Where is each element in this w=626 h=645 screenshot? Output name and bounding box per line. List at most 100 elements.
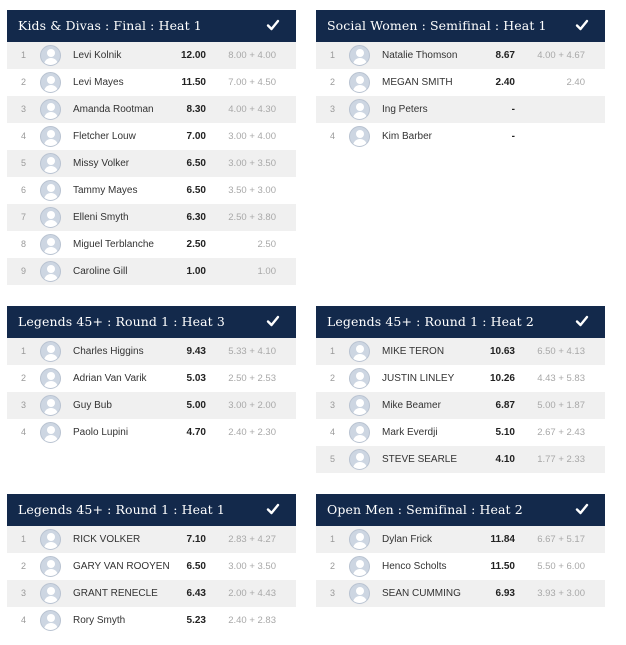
surfer-name[interactable]: Charles Higgins: [73, 346, 144, 357]
result-row[interactable]: 2 JUSTIN LINLEY 10.26 4.43 + 5.83: [316, 365, 605, 392]
surfer-name[interactable]: JUSTIN LINLEY: [382, 373, 455, 384]
total-score: 9.43: [186, 346, 206, 357]
total-score: 2.40: [495, 77, 515, 88]
total-score: 5.03: [186, 373, 206, 384]
wave-scores: 2.50: [257, 239, 277, 250]
surfer-name[interactable]: Levi Kolnik: [73, 50, 122, 61]
check-icon[interactable]: [575, 17, 589, 33]
check-icon[interactable]: [575, 313, 589, 329]
surfer-name[interactable]: Rory Smyth: [73, 615, 126, 626]
surfer-name[interactable]: Dylan Frick: [382, 534, 433, 545]
total-score: 5.23: [186, 615, 206, 626]
check-icon[interactable]: [266, 313, 280, 329]
result-row[interactable]: 3 Mike Beamer 6.87 5.00 + 1.87: [316, 392, 605, 419]
heat-header[interactable]: Legends 45+ : Round 1 : Heat 2: [316, 306, 605, 338]
wave-scores: 6.50 + 4.13: [537, 346, 585, 357]
surfer-name[interactable]: RICK VOLKER: [73, 534, 141, 545]
result-row[interactable]: 3 Amanda Rootman 8.30 4.00 + 4.30: [7, 96, 296, 123]
result-row[interactable]: 1 MIKE TERON 10.63 6.50 + 4.13: [316, 338, 605, 365]
result-row[interactable]: 4 Mark Everdji 5.10 2.67 + 2.43: [316, 419, 605, 446]
heat-header[interactable]: Kids & Divas : Final : Heat 1: [7, 10, 296, 42]
wave-scores: 2.83 + 4.27: [228, 534, 276, 545]
surfer-name[interactable]: Mark Everdji: [382, 427, 438, 438]
wave-scores: 2.50 + 2.53: [228, 373, 276, 384]
surfer-name[interactable]: Ing Peters: [382, 104, 428, 115]
check-icon[interactable]: [575, 501, 589, 517]
surfer-name[interactable]: Caroline Gill: [73, 266, 128, 277]
surfer-name[interactable]: Elleni Smyth: [73, 212, 129, 223]
result-row[interactable]: 8 Miguel Terblanche 2.50 2.50: [7, 231, 296, 258]
result-row[interactable]: 5 Missy Volker 6.50 3.00 + 3.50: [7, 150, 296, 177]
result-row[interactable]: 4 Rory Smyth 5.23 2.40 + 2.83: [7, 607, 296, 634]
surfer-name[interactable]: GRANT RENECLE: [73, 588, 158, 599]
total-score: 4.10: [495, 454, 515, 465]
user-avatar-icon: [349, 395, 370, 416]
surfer-name[interactable]: MIKE TERON: [382, 346, 445, 357]
result-row[interactable]: 1 Natalie Thomson 8.67 4.00 + 4.67: [316, 42, 605, 69]
surfer-name[interactable]: Paolo Lupini: [73, 427, 129, 438]
total-score: 6.50: [186, 158, 206, 169]
user-avatar-icon: [40, 610, 61, 631]
result-row[interactable]: 4 Fletcher Louw 7.00 3.00 + 4.00: [7, 123, 296, 150]
total-score: 11.50: [181, 77, 206, 88]
heat-header[interactable]: Legends 45+ : Round 1 : Heat 1: [7, 494, 296, 526]
surfer-name[interactable]: GARY VAN ROOYEN: [73, 561, 170, 572]
user-avatar-icon: [40, 556, 61, 577]
result-row[interactable]: 5 STEVE SEARLE 4.10 1.77 + 2.33: [316, 446, 605, 473]
result-row[interactable]: 6 Tammy Mayes 6.50 3.50 + 3.00: [7, 177, 296, 204]
result-row[interactable]: 3 GRANT RENECLE 6.43 2.00 + 4.43: [7, 580, 296, 607]
surfer-name[interactable]: Missy Volker: [73, 158, 130, 169]
heat-rows: 1 RICK VOLKER 7.10 2.83 + 4.27 2 GARY VAN ROO…: [7, 526, 296, 634]
wave-scores: 3.00 + 2.00: [228, 400, 276, 411]
result-row[interactable]: 3 Ing Peters -: [316, 96, 605, 123]
heat-header[interactable]: Legends 45+ : Round 1 : Heat 3: [7, 306, 296, 338]
result-row[interactable]: 1 Levi Kolnik 12.00 8.00 + 4.00: [7, 42, 296, 69]
position: 4: [329, 131, 335, 141]
heat-rows: 1 Levi Kolnik 12.00 8.00 + 4.00 2 Levi Mayes 1…: [7, 42, 296, 285]
result-row[interactable]: 9 Caroline Gill 1.00 1.00: [7, 258, 296, 285]
result-row[interactable]: 4 Kim Barber -: [316, 123, 605, 150]
result-row[interactable]: 1 Dylan Frick 11.84 6.67 + 5.17: [316, 526, 605, 553]
surfer-name[interactable]: Levi Mayes: [73, 77, 124, 88]
result-row[interactable]: 2 GARY VAN ROOYEN 6.50 3.00 + 3.50: [7, 553, 296, 580]
result-row[interactable]: 1 Charles Higgins 9.43 5.33 + 4.10: [7, 338, 296, 365]
total-score: -: [511, 131, 515, 142]
surfer-name[interactable]: Henco Scholts: [382, 561, 447, 572]
check-icon[interactable]: [266, 17, 280, 33]
surfer-name[interactable]: MEGAN SMITH: [382, 77, 453, 88]
surfer-name[interactable]: Guy Bub: [73, 400, 112, 411]
result-row[interactable]: 2 Levi Mayes 11.50 7.00 + 4.50: [7, 69, 296, 96]
heat-card: Legends 45+ : Round 1 : Heat 3 1 Charles …: [7, 306, 296, 446]
result-row[interactable]: 3 SEAN CUMMING 6.93 3.93 + 3.00: [316, 580, 605, 607]
surfer-name[interactable]: Natalie Thomson: [382, 50, 458, 61]
result-row[interactable]: 2 Adrian Van Varik 5.03 2.50 + 2.53: [7, 365, 296, 392]
heat-header[interactable]: Open Men : Semifinal : Heat 2: [316, 494, 605, 526]
heat-card: Open Men : Semifinal : Heat 2 1 Dylan Fri…: [316, 494, 605, 607]
total-score: 6.50: [186, 185, 206, 196]
wave-scores: 3.00 + 3.50: [228, 158, 276, 169]
surfer-name[interactable]: Miguel Terblanche: [73, 239, 154, 250]
position: 9: [20, 266, 26, 276]
surfer-name[interactable]: Adrian Van Varik: [73, 373, 147, 384]
position: 5: [20, 158, 26, 168]
result-row[interactable]: 2 Henco Scholts 11.50 5.50 + 6.00: [316, 553, 605, 580]
surfer-name[interactable]: SEAN CUMMING: [382, 588, 461, 599]
result-row[interactable]: 4 Paolo Lupini 4.70 2.40 + 2.30: [7, 419, 296, 446]
position: 1: [20, 534, 26, 544]
surfer-name[interactable]: Tammy Mayes: [73, 185, 138, 196]
surfer-name[interactable]: STEVE SEARLE: [382, 454, 458, 465]
result-row[interactable]: 7 Elleni Smyth 6.30 2.50 + 3.80: [7, 204, 296, 231]
user-avatar-icon: [40, 234, 61, 255]
surfer-name[interactable]: Kim Barber: [382, 131, 433, 142]
surfer-name[interactable]: Amanda Rootman: [73, 104, 154, 115]
check-icon[interactable]: [266, 501, 280, 517]
wave-scores: 5.00 + 1.87: [537, 400, 585, 411]
result-row[interactable]: 2 MEGAN SMITH 2.40 2.40: [316, 69, 605, 96]
result-row[interactable]: 3 Guy Bub 5.00 3.00 + 2.00: [7, 392, 296, 419]
heat-header[interactable]: Social Women : Semifinal : Heat 1: [316, 10, 605, 42]
wave-scores: 7.00 + 4.50: [228, 77, 276, 88]
position: 3: [20, 588, 26, 598]
surfer-name[interactable]: Fletcher Louw: [73, 131, 136, 142]
surfer-name[interactable]: Mike Beamer: [382, 400, 441, 411]
result-row[interactable]: 1 RICK VOLKER 7.10 2.83 + 4.27: [7, 526, 296, 553]
